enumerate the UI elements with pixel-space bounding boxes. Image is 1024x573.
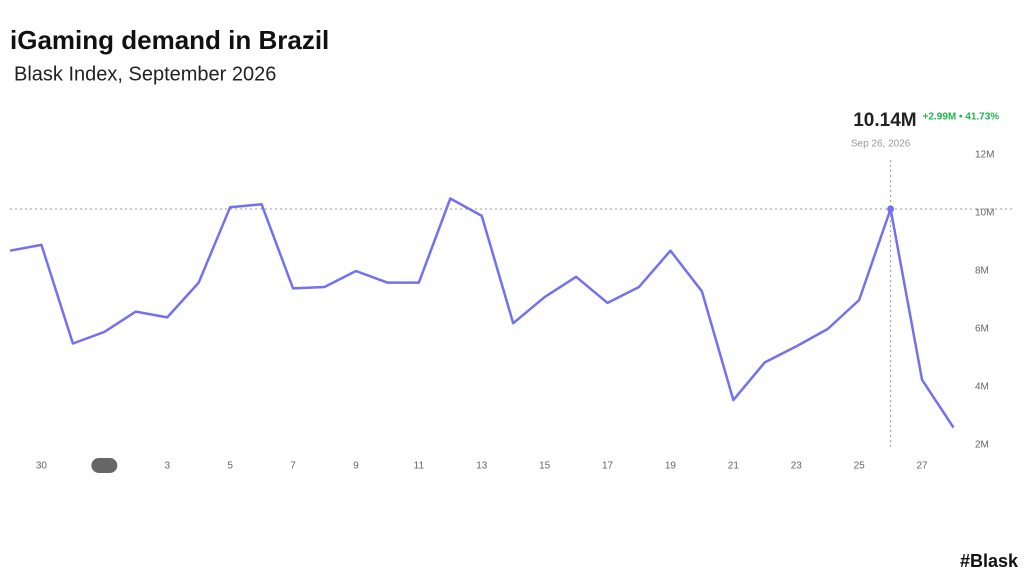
highlight-date: Sep 26, 2026 — [851, 139, 911, 150]
month-pill — [91, 458, 118, 473]
data-line — [9, 197, 955, 429]
highlight-value: 10.14M — [853, 110, 916, 131]
x-tick-label: 5 — [227, 461, 233, 472]
x-tick-label: 25 — [854, 461, 866, 472]
y-tick-label: 2M — [975, 440, 989, 451]
x-tick-label: 17 — [602, 461, 614, 472]
brand-logo: #Blask — [960, 551, 1019, 571]
x-tick-label: 23 — [791, 461, 803, 472]
x-tick-label: 27 — [916, 461, 928, 472]
x-tick-label: 21 — [728, 461, 740, 472]
chart-title: iGaming demand in Brazil — [10, 25, 329, 55]
x-tick-label: 19 — [665, 461, 677, 472]
x-tick-label: 9 — [353, 461, 359, 472]
x-tick-label: 11 — [414, 461, 425, 472]
x-tick-label: 15 — [539, 461, 551, 472]
x-tick-label: 30 — [36, 461, 48, 472]
x-tick-label: SEP — [94, 461, 114, 472]
y-tick-label: 12M — [975, 150, 994, 161]
highlight-change: +2.99M • 41.73% — [923, 112, 1000, 123]
x-tick-label: 13 — [476, 461, 488, 472]
y-tick-label: 4M — [975, 382, 989, 393]
y-tick-label: 8M — [975, 266, 989, 277]
y-tick-label: 10M — [975, 208, 994, 219]
chart-subtitle: Blask Index, September 2026 — [14, 63, 276, 85]
x-tick-label: 3 — [164, 461, 170, 472]
highlight-point — [887, 205, 895, 213]
y-tick-label: 6M — [975, 324, 989, 335]
x-tick-label: 7 — [290, 461, 296, 472]
